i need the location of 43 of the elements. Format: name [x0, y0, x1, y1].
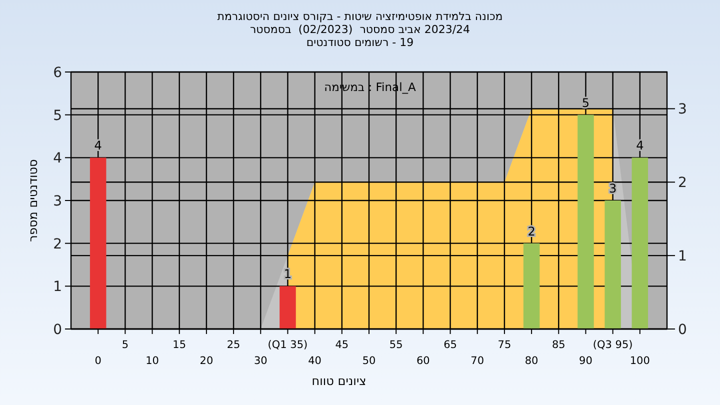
x2-tick-label: 75 — [498, 339, 512, 351]
x2-tick-label: (Q3 95) — [592, 339, 633, 351]
x2-tick-label: 25 — [226, 339, 240, 351]
x-axis-title: טווח ציונים — [312, 374, 366, 388]
y2-tick-label: 2 — [678, 175, 687, 192]
y-tick-label: 0 — [53, 322, 62, 338]
data-label: 1 — [284, 267, 292, 282]
x-tick-label: 100 — [630, 355, 650, 367]
bar — [90, 158, 106, 329]
bar — [632, 158, 648, 329]
x2-tick-label: 65 — [444, 339, 457, 351]
x-tick-label: 30 — [254, 355, 268, 367]
x-tick-label: 10 — [146, 355, 159, 367]
y2-tick-label: 1 — [678, 248, 687, 265]
x-tick-label: 70 — [470, 355, 484, 367]
chart-subtitle: בסמסטר (02/2023) סמסטר אביב 2023/24 סטודנטים רשומים - 19 — [250, 23, 470, 49]
x2-tick-label: 15 — [172, 339, 186, 351]
y2-tick-label: 3 — [678, 102, 687, 118]
x2-tick-label: 55 — [389, 339, 403, 351]
y-tick-label: 1 — [53, 279, 62, 296]
x-tick-label: 40 — [308, 355, 322, 367]
y-tick-label: 5 — [53, 108, 62, 124]
y-axis-title: מספר סטודנטים — [26, 158, 40, 242]
x-tick-label: 20 — [200, 355, 214, 367]
chart-title: היסטוגרמת ציונים בקורס - שיטות אופטימיזציה בלמידת מכונה — [217, 10, 503, 23]
y-tick-label: 3 — [53, 194, 62, 210]
x-tick-label: 80 — [524, 355, 538, 367]
bar — [523, 243, 540, 329]
x-tick-label: 60 — [416, 355, 430, 367]
x2-tick-label: (Q1 35) — [268, 339, 308, 351]
x2-tick-label: 85 — [552, 339, 566, 351]
bar — [578, 114, 594, 329]
y-tick-label: 6 — [53, 65, 62, 81]
y2-tick-label: 0 — [678, 322, 687, 338]
x-tick-label: 50 — [362, 355, 376, 367]
y-tick-label: 2 — [53, 236, 62, 252]
bar — [280, 286, 296, 329]
x-tick-label: 0 — [94, 355, 102, 367]
x2-tick-label: 5 — [122, 339, 129, 351]
y-tick-label: 4 — [53, 150, 62, 167]
bar — [604, 200, 621, 329]
x-tick-label: 90 — [579, 355, 592, 367]
x2-tick-label: 45 — [335, 339, 349, 351]
